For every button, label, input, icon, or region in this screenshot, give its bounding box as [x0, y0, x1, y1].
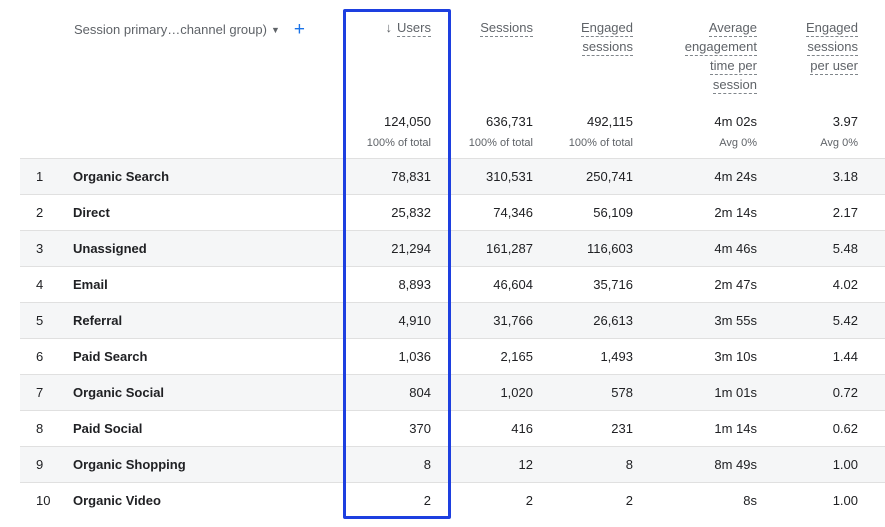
avg-engagement-time-value: 8m 49s [714, 457, 757, 472]
sessions-value: 31,766 [493, 313, 533, 328]
avg-engagement-time-value: 1m 14s [714, 421, 757, 436]
engaged-sessions-value: 231 [611, 421, 633, 436]
avg-engagement-time-value: 4m 46s [714, 241, 757, 256]
engaged-sessions-value: 250,741 [586, 169, 633, 184]
channel-name: Direct [73, 205, 110, 220]
channel-name: Email [73, 277, 108, 292]
caret-down-icon: ▼ [270, 24, 280, 35]
engaged-sessions-per-user-value: 1.44 [832, 349, 858, 364]
row-index: 4 [36, 277, 44, 292]
table-row[interactable]: 8 Paid Social 370 416 231 1m 14s 0.62 [20, 410, 885, 446]
engaged-sessions-value: 35,716 [593, 277, 633, 292]
avg-engagement-time-value: 1m 01s [714, 385, 757, 400]
row-index: 7 [36, 385, 44, 400]
engaged-sessions-value: 8 [625, 457, 633, 472]
engaged-sessions-per-user-value: 5.42 [832, 313, 858, 328]
users-value: 4,910 [398, 313, 431, 328]
engaged-sessions-per-user-value: 3.18 [832, 169, 858, 184]
channel-name: Organic Shopping [73, 457, 186, 472]
sessions-value: 161,287 [486, 241, 533, 256]
total-engaged-sessions-per-user: 3.97 Avg 0% [820, 114, 858, 149]
table-body: 1 Organic Search 78,831 310,531 250,741 … [20, 158, 885, 518]
engaged-sessions-value: 578 [611, 385, 633, 400]
column-header-engaged-sessions[interactable]: Engaged sessions [580, 20, 633, 56]
row-index: 10 [36, 493, 51, 508]
channel-name: Organic Video [73, 493, 161, 508]
arrow-down-icon: ↓ [385, 20, 393, 35]
users-value: 25,832 [391, 205, 431, 220]
engaged-sessions-value: 26,613 [593, 313, 633, 328]
sessions-value: 12 [518, 457, 533, 472]
dimension-label: Session primary…channel group) [74, 22, 267, 37]
table-row[interactable]: 3 Unassigned 21,294 161,287 116,603 4m 4… [20, 230, 885, 266]
column-header-sessions[interactable]: Sessions [480, 20, 533, 37]
channel-name: Paid Search [73, 349, 148, 364]
engaged-sessions-per-user-value: 2.17 [832, 205, 858, 220]
row-index: 3 [36, 241, 44, 256]
engaged-sessions-value: 56,109 [593, 205, 633, 220]
users-value: 370 [409, 421, 431, 436]
avg-engagement-time-value: 3m 10s [714, 349, 757, 364]
total-users: 124,050 100% of total [366, 114, 431, 149]
avg-engagement-time-value: 8s [743, 493, 757, 508]
row-index: 2 [36, 205, 44, 220]
users-value: 78,831 [391, 169, 431, 184]
dimension-dropdown[interactable]: Session primary…channel group) ▼ [74, 22, 280, 37]
table-row[interactable]: 1 Organic Search 78,831 310,531 250,741 … [20, 158, 885, 194]
row-index: 9 [36, 457, 44, 472]
row-index: 5 [36, 313, 44, 328]
sessions-value: 310,531 [486, 169, 533, 184]
table-row[interactable]: 2 Direct 25,832 74,346 56,109 2m 14s 2.1… [20, 194, 885, 230]
engaged-sessions-value: 116,603 [586, 241, 633, 256]
column-header-avg-engagement-time[interactable]: Average engagement time per session [684, 20, 757, 94]
avg-engagement-time-value: 2m 14s [714, 205, 757, 220]
channel-name: Unassigned [73, 241, 147, 256]
users-value: 804 [409, 385, 431, 400]
total-sessions: 636,731 100% of total [468, 114, 533, 149]
engaged-sessions-per-user-value: 1.00 [832, 457, 858, 472]
engaged-sessions-value: 2 [625, 493, 633, 508]
users-value: 2 [423, 493, 431, 508]
engaged-sessions-per-user-value: 1.00 [832, 493, 858, 508]
engaged-sessions-per-user-value: 4.02 [832, 277, 858, 292]
table-row[interactable]: 4 Email 8,893 46,604 35,716 2m 47s 4.02 [20, 266, 885, 302]
total-avg-engagement-time: 4m 02s Avg 0% [714, 114, 757, 149]
users-value: 8 [423, 457, 431, 472]
channel-name: Paid Social [73, 421, 143, 436]
table-row[interactable]: 10 Organic Video 2 2 2 8s 1.00 [20, 482, 885, 518]
sessions-value: 46,604 [493, 277, 533, 292]
column-header-engaged-sessions-per-user[interactable]: Engaged sessions per user [805, 20, 858, 75]
sessions-value: 416 [511, 421, 533, 436]
column-header-users[interactable]: ↓ Users [385, 20, 431, 37]
sessions-value: 74,346 [493, 205, 533, 220]
engaged-sessions-value: 1,493 [600, 349, 633, 364]
row-index: 1 [36, 169, 44, 184]
table-row[interactable]: 9 Organic Shopping 8 12 8 8m 49s 1.00 [20, 446, 885, 482]
avg-engagement-time-value: 4m 24s [714, 169, 757, 184]
users-value: 1,036 [398, 349, 431, 364]
users-value: 8,893 [398, 277, 431, 292]
channel-name: Organic Social [73, 385, 165, 400]
engaged-sessions-per-user-value: 5.48 [832, 241, 858, 256]
engaged-sessions-per-user-value: 0.72 [832, 385, 858, 400]
row-index: 6 [36, 349, 44, 364]
sessions-value: 1,020 [500, 385, 533, 400]
avg-engagement-time-value: 2m 47s [714, 277, 757, 292]
table-row[interactable]: 5 Referral 4,910 31,766 26,613 3m 55s 5.… [20, 302, 885, 338]
channel-name: Referral [73, 313, 123, 328]
channel-name: Organic Search [73, 169, 170, 184]
dimension-header: Session primary…channel group) ▼ + [74, 20, 305, 39]
total-engaged-sessions: 492,115 100% of total [568, 114, 633, 149]
plus-icon[interactable]: + [293, 19, 305, 40]
sessions-value: 2,165 [500, 349, 533, 364]
row-index: 8 [36, 421, 44, 436]
engaged-sessions-per-user-value: 0.62 [832, 421, 858, 436]
users-value: 21,294 [391, 241, 431, 256]
sessions-value: 2 [525, 493, 533, 508]
table-row[interactable]: 7 Organic Social 804 1,020 578 1m 01s 0.… [20, 374, 885, 410]
avg-engagement-time-value: 3m 55s [714, 313, 757, 328]
table-row[interactable]: 6 Paid Search 1,036 2,165 1,493 3m 10s 1… [20, 338, 885, 374]
